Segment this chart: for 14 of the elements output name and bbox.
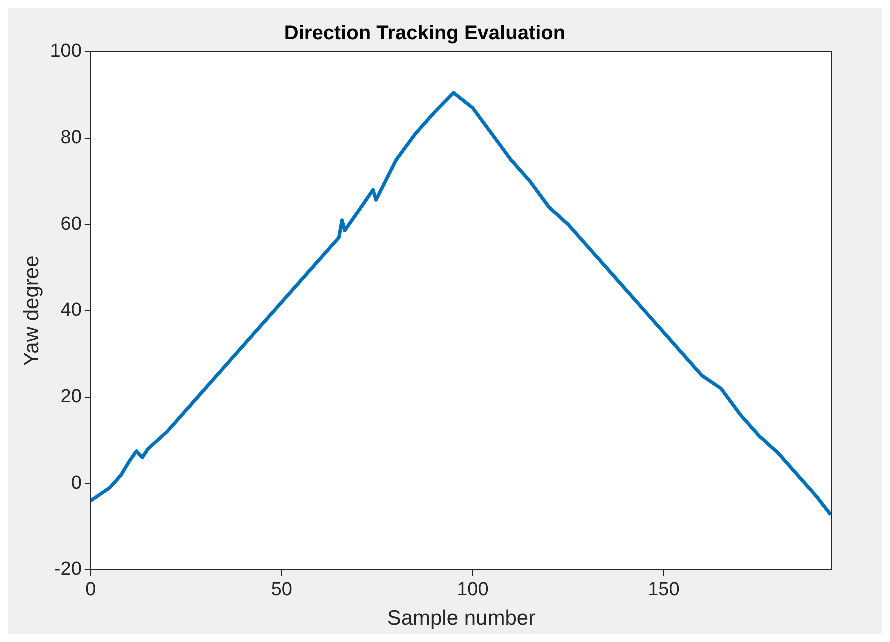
y-tick-label: -20 [54, 559, 82, 580]
y-tick-label: 0 [71, 472, 82, 494]
y-tick-label: 20 [60, 386, 82, 408]
x-tick-label: 150 [648, 580, 680, 601]
x-tick-label: 0 [86, 580, 96, 601]
x-tick-label: 50 [271, 580, 292, 601]
x-tick-label: 100 [457, 580, 489, 601]
y-tick-label: 80 [60, 128, 82, 149]
x-axis-title: Sample number [387, 607, 536, 630]
y-axis-title: Yaw degree [20, 256, 44, 366]
y-tick-label: 100 [50, 41, 82, 62]
chart-title: Direction Tracking Evaluation [284, 22, 566, 45]
y-tick-label: 60 [60, 214, 82, 235]
y-tick-label: 40 [60, 300, 82, 322]
